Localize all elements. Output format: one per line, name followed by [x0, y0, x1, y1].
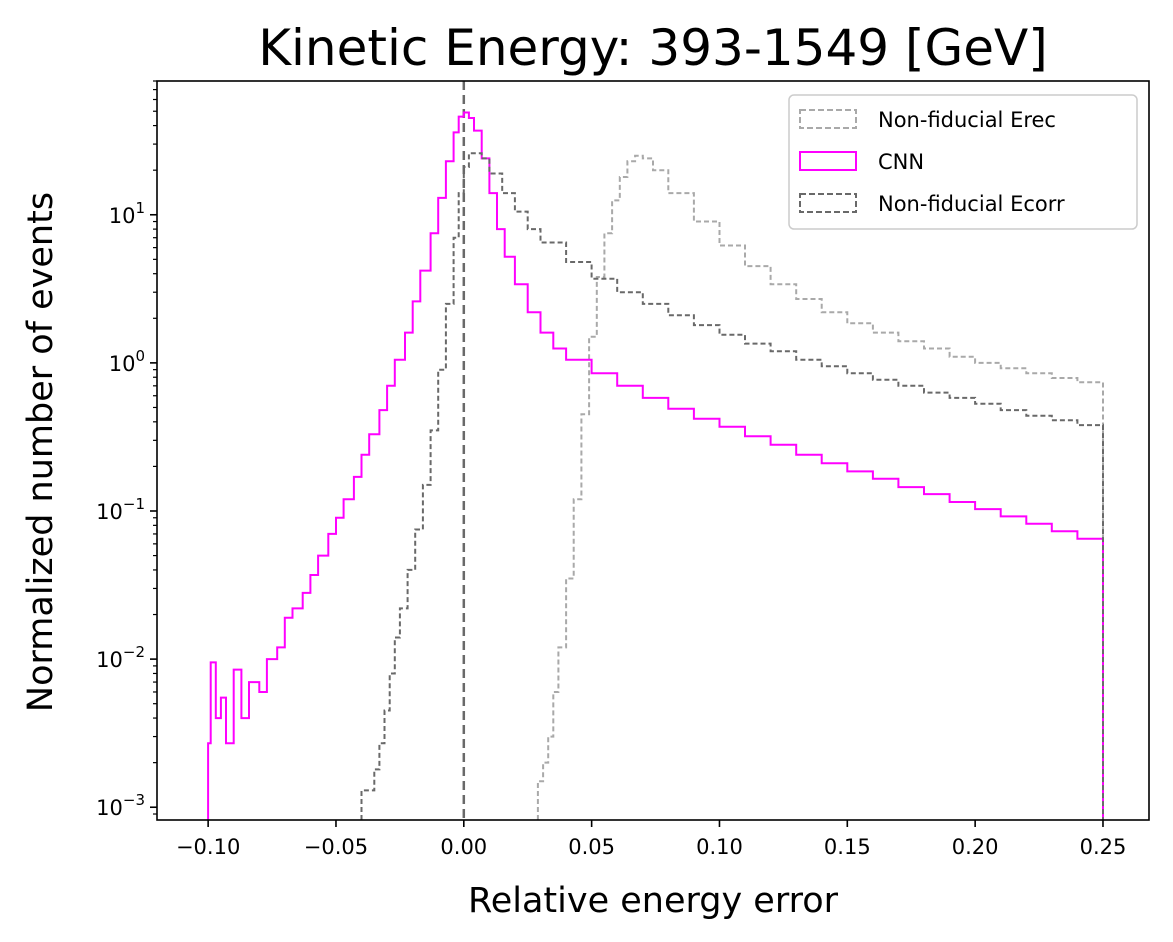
plot-area [156, 80, 1150, 821]
x-tick-label: 0.15 [824, 835, 871, 859]
x-tick-label: 0.05 [568, 835, 615, 859]
series-non-fiducial-erec [536, 154, 1104, 820]
legend-swatch [799, 109, 857, 129]
y-axis: 10−3 10−2 10−1 100 101 [96, 80, 157, 820]
series-non-fiducial-ecorr [360, 152, 1104, 820]
chart-title: Kinetic Energy: 393-1549 [GeV] [258, 19, 1048, 77]
y-tick-label: 100 [109, 347, 145, 376]
legend: Non-fiducial Erec CNN Non-fiducial Ecorr [788, 94, 1138, 230]
series-layer [207, 81, 1104, 820]
legend-label: CNN [878, 150, 924, 174]
y-tick-label: 10−1 [96, 495, 145, 524]
y-tick-label: 10−3 [96, 791, 145, 820]
legend-label: Non-fiducial Erec [878, 108, 1056, 132]
x-tick-label: 0.10 [696, 835, 743, 859]
legend-swatch [799, 193, 857, 213]
legend-frame [788, 94, 1138, 230]
legend-label: Non-fiducial Ecorr [878, 192, 1065, 216]
x-tick-label: 0.25 [1080, 835, 1127, 859]
legend-swatch [799, 151, 857, 171]
series-cnn [207, 111, 1104, 820]
x-axis-label: Relative energy error [468, 881, 839, 921]
y-axis-label: Normalized number of events [21, 192, 61, 712]
y-tick-label: 101 [109, 199, 145, 228]
x-axis: −0.10 −0.05 0.00 0.05 0.10 0.15 0.20 0.25 [176, 820, 1126, 859]
x-tick-label: 0.00 [440, 835, 487, 859]
y-tick-label: 10−2 [96, 643, 145, 672]
plot-frame [156, 80, 1150, 821]
x-tick-label: −0.10 [176, 835, 240, 859]
x-tick-label: −0.05 [304, 835, 368, 859]
x-tick-label: 0.20 [952, 835, 999, 859]
